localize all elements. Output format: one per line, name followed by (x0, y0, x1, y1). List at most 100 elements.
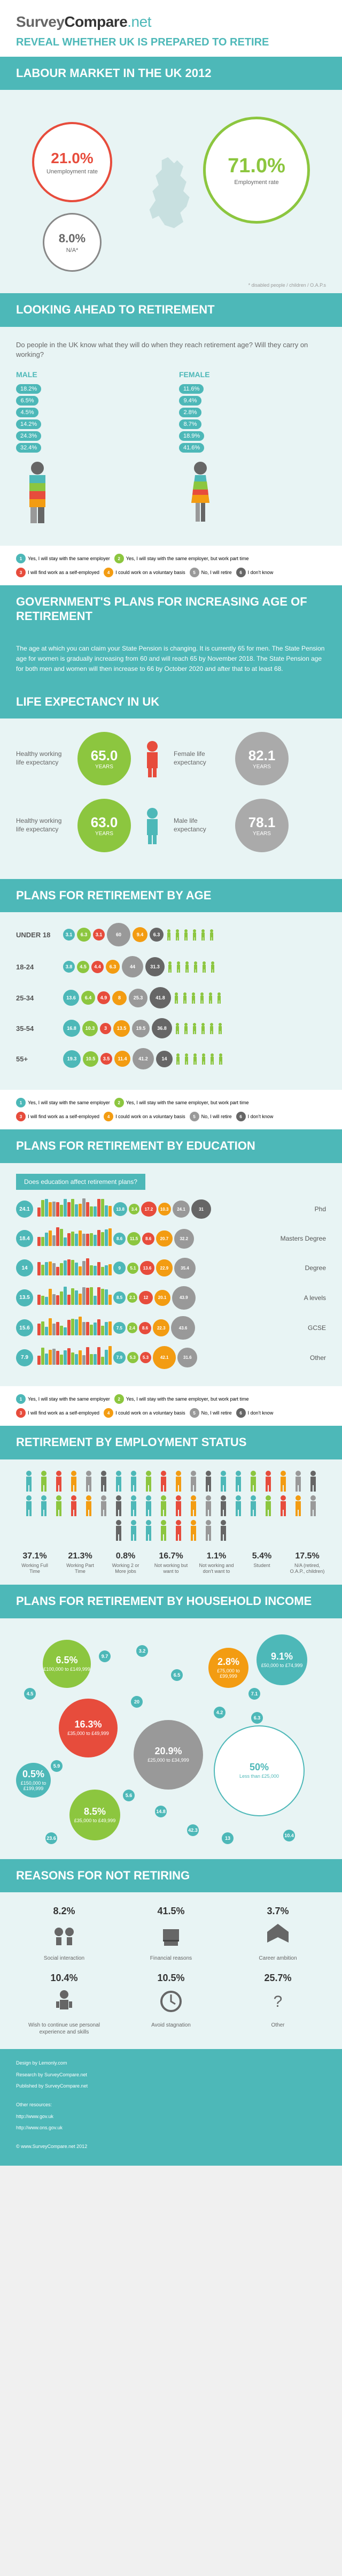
age-bubble: 14 (156, 1051, 173, 1067)
legend-text: Yes, I will stay with the same employer (28, 1100, 110, 1105)
book-icon (56, 1227, 59, 1246)
edu-bubble: 2.1 (127, 1293, 137, 1303)
income-range: £35,000 to £49,999 (67, 1731, 109, 1737)
legend-dot: 3 (16, 1408, 26, 1418)
age-label: UNDER 18 (16, 931, 59, 939)
edu-lead-bubble: 14 (16, 1259, 33, 1276)
edu-bubble: 42.1 (153, 1346, 176, 1369)
book-icon (67, 1348, 71, 1365)
book-icon (75, 1263, 78, 1275)
book-icon (90, 1354, 93, 1365)
book-icon (79, 1266, 82, 1275)
book-icon (37, 1324, 41, 1335)
life-years-label: YEARS (95, 764, 113, 770)
person-icon (23, 1470, 35, 1492)
edu-bubble: 31 (191, 1199, 211, 1219)
age-bubble: 13.6 (63, 990, 79, 1006)
age-bubble: 13.5 (113, 1020, 130, 1037)
book-icon (49, 1350, 52, 1365)
legend-dot: 2 (114, 554, 124, 563)
bar-value: 4.5% (16, 408, 38, 417)
age-bubble: 10.3 (82, 1021, 98, 1036)
book-icon (71, 1232, 74, 1246)
income-small-dot: 20 (131, 1696, 143, 1708)
stat-pct: 0.8% (107, 1551, 144, 1561)
income-small-dot: 23.6 (45, 1832, 57, 1844)
book-icon (41, 1296, 44, 1305)
book-icon (105, 1350, 108, 1365)
logo: SurveyCompare.net (16, 13, 326, 30)
book-icon (64, 1327, 67, 1335)
age-bubble: 19.3 (63, 1050, 81, 1068)
percentage-bar: 18.2% (16, 384, 163, 394)
female-label: FEMALE (179, 370, 326, 379)
book-icon (108, 1295, 112, 1305)
book-icon (60, 1229, 63, 1246)
income-pct: 9.1% (271, 1651, 293, 1662)
person-icon (139, 740, 166, 777)
book-icon (105, 1289, 108, 1305)
income-pct: 0.5% (22, 1769, 44, 1780)
reason-item: 3.7% Career ambition (235, 1906, 321, 1962)
life-circle-working: 65.0 YEARS (77, 732, 131, 785)
person-icon (277, 1495, 289, 1516)
book-icon (94, 1266, 97, 1275)
life-label: Male life expectancy (174, 817, 227, 834)
stat-pct: 21.3% (61, 1551, 99, 1561)
book-icon (49, 1262, 52, 1275)
person-icon (208, 929, 215, 941)
bar-value: 41.6% (179, 443, 204, 453)
income-range: £150,000 to £199,999 (16, 1781, 51, 1792)
person-icon (143, 1519, 154, 1541)
life-circle-total: 82.1 YEARS (235, 732, 289, 785)
legend-item: 1Yes, I will stay with the same employer (16, 1098, 110, 1107)
edu-bubble: 8.6 (142, 1233, 154, 1245)
labour-section: 21.0% Unemployment rate 71.0% Employment… (0, 90, 342, 293)
book-icon (97, 1230, 100, 1246)
person-icon (208, 1022, 215, 1034)
legend-item: 5No, I will retire (190, 1408, 232, 1418)
income-small-dot: 13 (222, 1832, 234, 1844)
edu-bubble: 5.1 (127, 1263, 138, 1274)
reason-item: 8.2% Social interaction (21, 1906, 107, 1962)
percentage-bar: 11.6% (179, 384, 326, 394)
income-heading: PLANS FOR RETIREMENT BY HOUSEHOLD INCOME (0, 1585, 342, 1618)
employment-stat: 37.1%Working Full Time (16, 1551, 53, 1574)
education-row: 7.9 7.95.35.342.131.6 Other (16, 1346, 326, 1369)
age-bubble: 3.1 (63, 929, 75, 941)
employment-people-grid (16, 1470, 326, 1541)
person-icon (207, 992, 214, 1004)
percentage-bar: 2.8% (179, 408, 326, 417)
legend-text: No, I will retire (201, 570, 232, 575)
book-icon (94, 1354, 97, 1365)
legend-dot: 5 (190, 568, 199, 577)
book-icon (90, 1206, 93, 1217)
life-value: 78.1 (248, 814, 276, 831)
book-icon (52, 1263, 56, 1275)
book-icon (79, 1204, 82, 1216)
legend-text: Yes, I will stay with the same employer,… (126, 1396, 249, 1402)
person-icon (175, 961, 182, 973)
book-icon (79, 1317, 82, 1335)
book-icon (90, 1325, 93, 1335)
age-bubble: 8 (112, 991, 127, 1005)
age-bubble: 41.8 (150, 987, 171, 1008)
person-icon (217, 1519, 229, 1541)
person-icon (292, 1495, 304, 1516)
book-icon (82, 1261, 86, 1275)
book-icon (86, 1288, 89, 1305)
age-bubble: 4.5 (77, 961, 89, 973)
plans-edu-section: Does education affect retirement plans? … (0, 1163, 342, 1387)
reason-label: Career ambition (235, 1955, 321, 1962)
book-icon (82, 1322, 86, 1335)
footer-line4: Other resources: (16, 2101, 326, 2109)
edu-bubble: 20.1 (154, 1290, 170, 1306)
person-icon (200, 929, 206, 941)
income-small-dot: 14.8 (155, 1806, 167, 1817)
looking-question: Do people in the UK know what they will … (16, 340, 326, 360)
book-icon (94, 1323, 97, 1335)
education-row: 18.4 8.611.58.620.732.2 Masters Degree (16, 1227, 326, 1250)
edu-lead-bubble: 7.9 (16, 1349, 33, 1366)
legend-item: 4I could work on a voluntary basis (104, 568, 185, 577)
percentage-bar: 8.7% (179, 419, 326, 429)
